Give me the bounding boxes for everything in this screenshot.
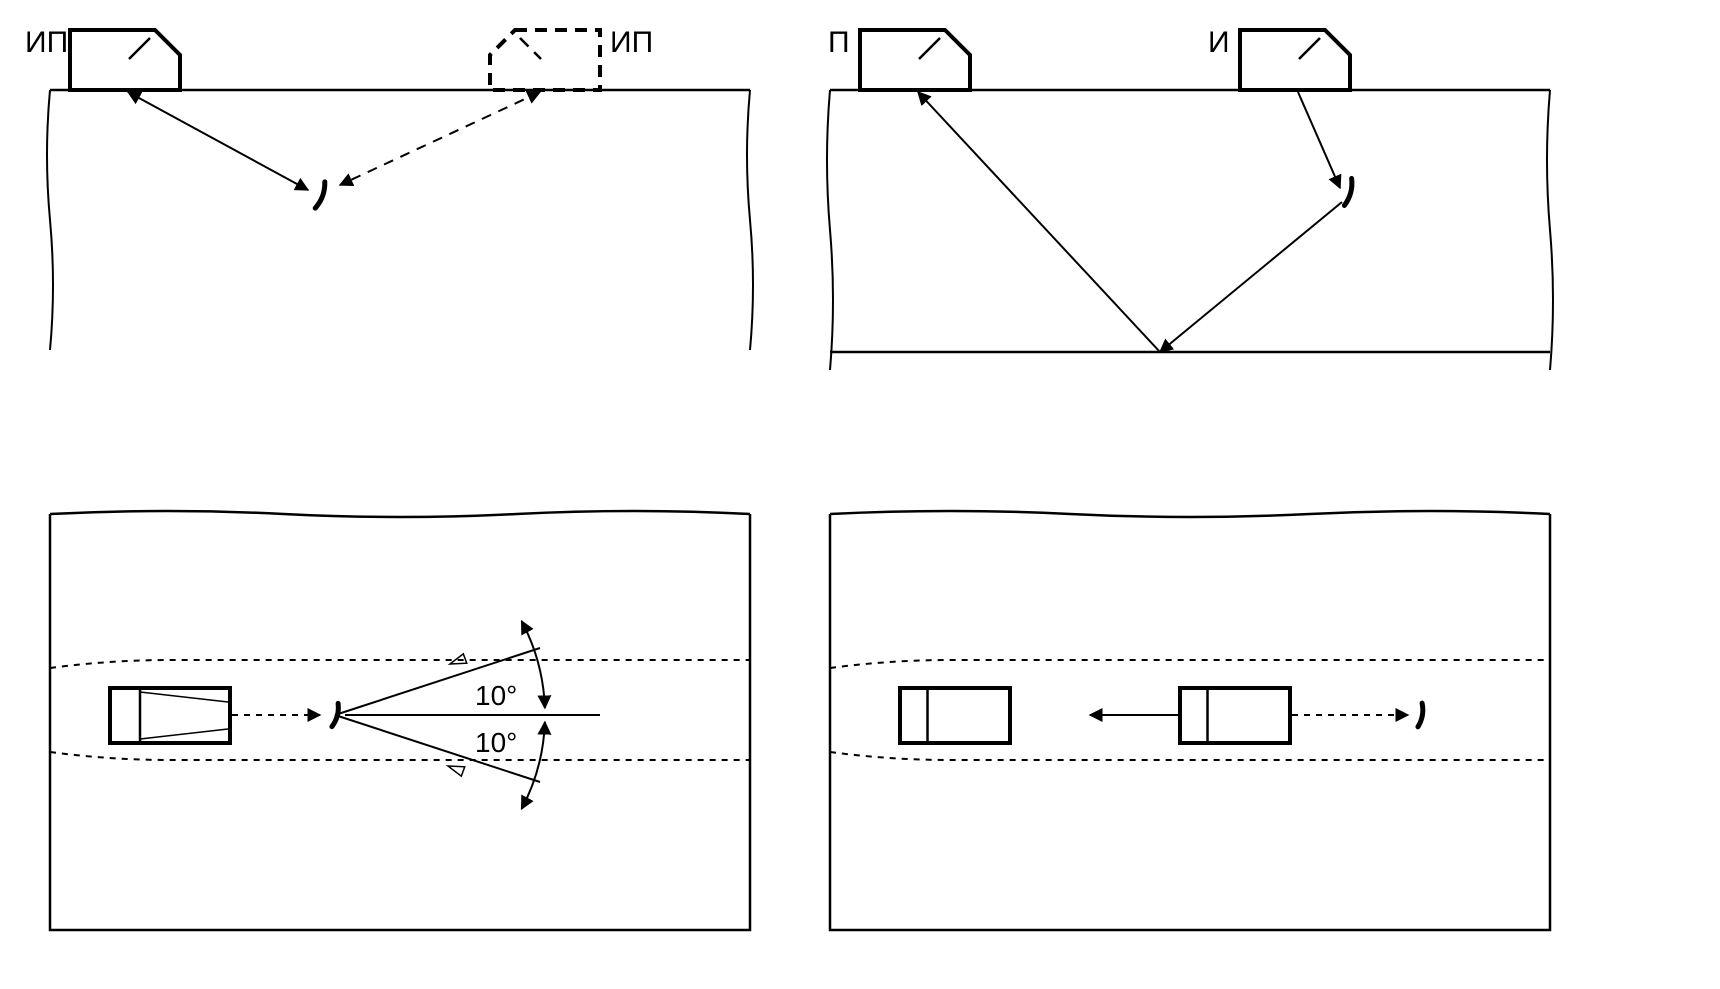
angle-label-lower: 10° xyxy=(475,727,517,758)
probe-receiver xyxy=(860,30,970,90)
probe-transceiver xyxy=(70,30,180,90)
weld-edge-upper xyxy=(830,660,1550,668)
tick-triangle xyxy=(448,654,466,669)
label-ip2: ИП xyxy=(610,26,653,59)
label-ip: ИП xyxy=(25,26,68,59)
probe-topview xyxy=(110,688,230,743)
angle-label-upper: 10° xyxy=(475,680,517,711)
weld-edge-lower xyxy=(830,752,1550,760)
probe-emitter xyxy=(1240,30,1350,90)
angle-arc-upper xyxy=(522,621,545,708)
defect xyxy=(315,182,325,208)
ray-echo xyxy=(128,92,308,190)
ray-emit xyxy=(1298,92,1340,188)
ray-reflect-1 xyxy=(1160,202,1342,352)
panel-box xyxy=(50,514,750,930)
tick-triangle xyxy=(446,761,464,776)
probe-topview-receiver xyxy=(900,688,1010,743)
probe-topview-emitter xyxy=(1180,688,1290,743)
weld-edge-lower xyxy=(50,752,750,760)
defect xyxy=(1344,178,1352,205)
ray-reflect-2 xyxy=(918,92,1160,352)
label-p: П xyxy=(828,26,850,59)
panel-box xyxy=(830,514,1550,930)
defect xyxy=(1418,703,1423,727)
angle-arc-lower xyxy=(522,722,545,809)
label-i: И xyxy=(1208,26,1230,59)
ray-echo-alt xyxy=(340,92,540,185)
weld-edge-upper xyxy=(50,660,750,668)
probe-transceiver-alt xyxy=(490,30,600,90)
